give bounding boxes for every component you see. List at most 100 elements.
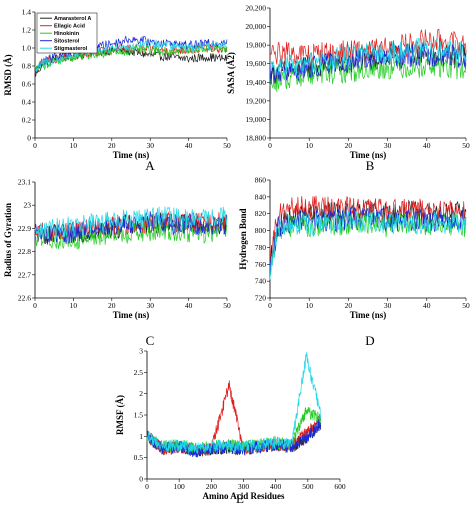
x-tick-label: 500: [302, 482, 314, 491]
y-tick-label: 820: [255, 209, 267, 218]
y-tick-label: 780: [255, 243, 267, 252]
y-tick-label: 18,800: [245, 134, 266, 143]
series-line-stigmasterol: [34, 39, 228, 72]
y-tick-label: 19,400: [245, 78, 266, 87]
x-tick-label: 50: [462, 141, 470, 150]
y-tick-label: 19,600: [245, 59, 266, 68]
x-tick-label: 0: [145, 482, 149, 491]
y-tick-label: 19,000: [245, 115, 266, 124]
panel-label: B: [366, 158, 375, 173]
panel-C: 0 10 20 30 40 50 22.6 22.7 22.8 22.9 23 23.1 Time (n…: [3, 178, 231, 349]
x-tick-label: 10: [305, 141, 313, 150]
legend-entry: Amarasterol A: [54, 16, 91, 22]
series-line-ellagic-acid: [269, 28, 467, 66]
panel-label: E: [236, 491, 244, 506]
x-tick-label: 40: [185, 141, 193, 150]
y-tick-label: 0: [139, 475, 143, 484]
x-tick-label: 400: [270, 482, 282, 491]
y-tick-label: 1.2: [22, 26, 32, 35]
x-tick-label: 30: [384, 301, 392, 310]
legend-entry: Hinokinin: [54, 31, 80, 37]
y-tick-label: 1.5: [134, 411, 144, 420]
panel-label: C: [146, 333, 155, 348]
x-tick-label: 600: [334, 482, 346, 491]
y-tick-label: 0.6: [22, 80, 32, 89]
x-tick-label: 0: [33, 141, 37, 150]
y-tick-label: 3: [139, 347, 143, 356]
y-tick-label: 840: [255, 192, 267, 201]
y-tick-label: 22.7: [18, 270, 31, 279]
y-axis-label: Radius of Gyration: [3, 203, 13, 277]
series-line-stigmasterol: [269, 37, 467, 78]
x-tick-label: 20: [108, 141, 116, 150]
x-axis-label: Amino Acid Residues: [202, 491, 285, 501]
legend-entry: Sitosterol: [54, 39, 80, 45]
y-tick-label: 0: [27, 134, 31, 143]
series-line-stigmasterol: [269, 209, 467, 280]
x-tick-label: 10: [70, 141, 78, 150]
panel-label: A: [145, 158, 155, 173]
y-tick-label: 19,200: [245, 96, 266, 105]
x-tick-label: 100: [174, 482, 186, 491]
y-tick-label: 740: [255, 277, 267, 286]
x-tick-label: 50: [223, 301, 231, 310]
x-tick-label: 0: [268, 141, 272, 150]
x-tick-label: 40: [423, 301, 431, 310]
y-tick-label: 22.9: [18, 224, 31, 233]
series-line-sitosterol: [269, 207, 467, 272]
y-tick-label: 0.4: [22, 98, 32, 107]
y-axis-label: RMSF (Å): [115, 395, 125, 435]
y-axis-label: RMSD (Å): [3, 54, 13, 95]
x-tick-label: 300: [238, 482, 250, 491]
x-axis-label: Time (ns): [113, 150, 150, 160]
series-line-stigmasterol: [146, 352, 322, 455]
x-tick-label: 30: [146, 141, 154, 150]
y-tick-label: 1.0: [22, 44, 32, 53]
y-tick-label: 720: [255, 294, 267, 303]
x-axis-label: Time (ns): [113, 310, 150, 320]
x-tick-label: 0: [268, 301, 272, 310]
y-tick-label: 20,000: [245, 22, 266, 31]
x-axis-label: Time (ns): [350, 150, 387, 160]
x-tick-label: 10: [70, 301, 78, 310]
x-tick-label: 0: [33, 301, 37, 310]
panel-B: 0 10 20 30 40 50 18,800 19,000 19,200 19,400 19,60…: [226, 4, 470, 174]
x-tick-label: 20: [345, 301, 353, 310]
y-tick-label: 860: [255, 176, 267, 185]
x-tick-label: 30: [146, 301, 154, 310]
x-tick-label: 40: [185, 301, 193, 310]
y-tick-label: 800: [255, 226, 267, 235]
x-tick-label: 40: [423, 141, 431, 150]
y-tick-label: 0.2: [22, 116, 32, 125]
y-tick-label: 23.1: [18, 178, 31, 187]
x-tick-label: 200: [206, 482, 218, 491]
y-tick-label: 2.5: [134, 368, 144, 377]
y-tick-label: 1.4: [22, 8, 32, 17]
x-tick-label: 20: [108, 301, 116, 310]
series-line-ellagic-acid: [269, 195, 467, 261]
y-axis-label: SASA (Å2): [226, 52, 236, 94]
panel-D: 0 10 20 30 40 50 720 740 760 780 800 820 840 860 Time …: [238, 176, 470, 349]
y-tick-label: 760: [255, 260, 267, 269]
legend-entry: Stigmasterol: [54, 46, 88, 52]
y-tick-label: 23: [24, 201, 32, 210]
series-line-stigmasterol: [34, 206, 228, 240]
x-tick-label: 50: [223, 141, 231, 150]
y-tick-label: 0.8: [22, 62, 32, 71]
panel-A: 0 10 20 30 40 50 0 0.2 0.4 0.6 0.8 1.0 1.2 1.4 Time (n…: [3, 8, 231, 174]
y-axis-label: Hydrogen Bond: [238, 208, 248, 269]
y-tick-label: 19,800: [245, 41, 266, 50]
x-tick-label: 50: [462, 301, 470, 310]
y-tick-label: 0.5: [134, 453, 144, 462]
x-tick-label: 20: [345, 141, 353, 150]
x-tick-label: 30: [384, 141, 392, 150]
x-axis-label: Time (ns): [350, 310, 387, 320]
panel-label: D: [365, 333, 374, 348]
x-tick-label: 10: [305, 301, 313, 310]
y-tick-label: 22.6: [18, 294, 31, 303]
y-tick-label: 20,200: [245, 4, 266, 13]
y-tick-label: 1: [139, 432, 143, 441]
y-tick-label: 22.8: [18, 247, 31, 256]
